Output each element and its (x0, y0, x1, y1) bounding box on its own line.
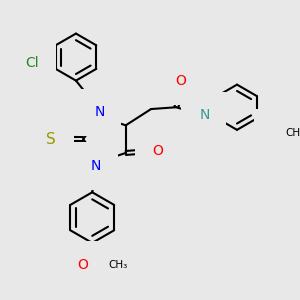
Text: O: O (78, 258, 88, 272)
Text: O: O (152, 144, 163, 158)
Text: N: N (94, 105, 105, 119)
Text: CH₃: CH₃ (108, 260, 127, 270)
Text: CH₃: CH₃ (285, 128, 300, 138)
Text: O: O (176, 74, 186, 88)
Text: N: N (91, 159, 101, 173)
Text: N: N (199, 108, 210, 122)
Text: Cl: Cl (25, 56, 39, 70)
Text: S: S (46, 132, 56, 147)
Text: H: H (195, 104, 203, 114)
Text: O: O (271, 126, 282, 140)
